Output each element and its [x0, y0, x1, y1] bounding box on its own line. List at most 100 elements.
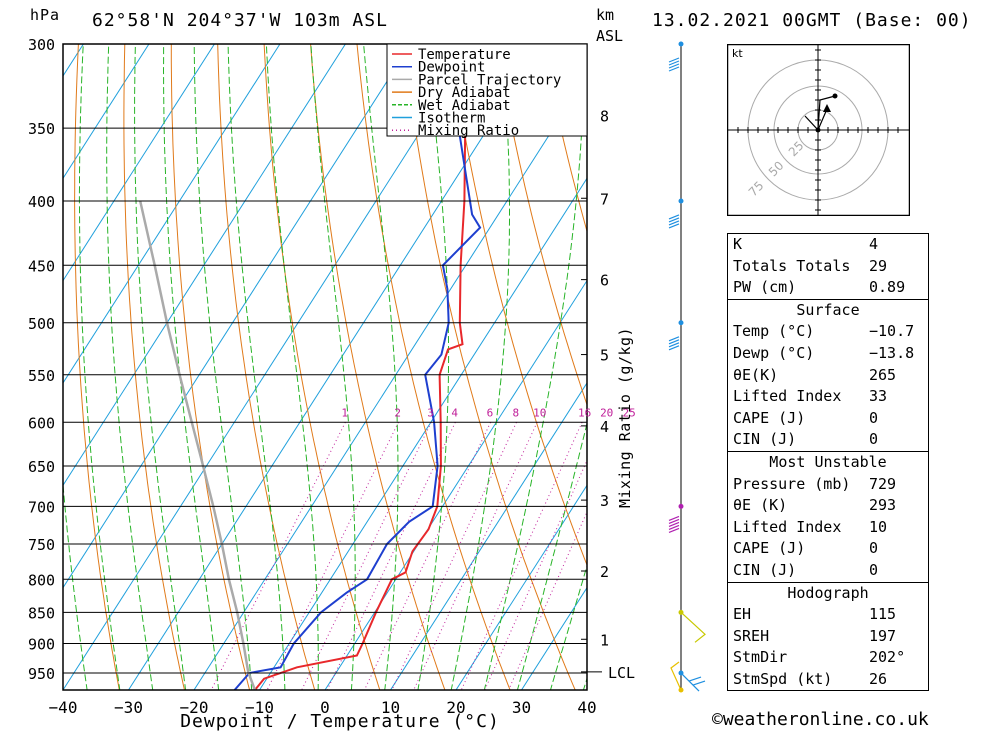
index-value: 10	[869, 517, 888, 536]
index-label: θE(K)	[733, 365, 779, 384]
index-value: −13.8	[869, 343, 915, 362]
isotherm-line	[259, 177, 587, 690]
height-tick-label: 3	[600, 492, 609, 510]
isotherm-line	[63, 44, 215, 282]
mixing-ratio-label: 10	[533, 406, 546, 419]
wet-adiabat	[450, 44, 510, 690]
most-unstable-indices: Most Unstable Pressure (mb) 729 θE (K) 293 L…	[728, 450, 928, 582]
index-value: 197	[869, 626, 897, 645]
index-value: 33	[869, 387, 888, 406]
temperature-line	[254, 44, 467, 690]
x-tick-label: −20	[180, 698, 209, 717]
wind-barb-low	[680, 611, 706, 643]
index-value: 729	[869, 474, 897, 493]
index-label: EH	[733, 605, 752, 624]
wind-barb	[668, 515, 680, 533]
x-tick-label: −40	[49, 698, 78, 717]
mixing-ratio-line	[484, 459, 587, 690]
legend-label: Wet Adiabat	[418, 98, 511, 114]
index-label: Temp (°C)	[733, 322, 815, 341]
mixing-ratio-line	[508, 510, 587, 690]
index-label: Lifted Index	[733, 517, 842, 536]
index-label: SREH	[733, 626, 770, 645]
mixing-ratio-label: 16	[578, 406, 591, 419]
wind-level-marker	[678, 198, 684, 204]
mixing-ratio-label: 4	[451, 406, 458, 419]
index-value: 202°	[869, 648, 906, 667]
x-tick-label: 30	[512, 698, 531, 717]
index-row: StmSpd (kt) 26	[728, 669, 928, 691]
hodograph-trace	[817, 95, 836, 131]
mixing-ratio-label: 6	[487, 406, 494, 419]
surface-title: Surface	[796, 300, 860, 319]
storm-motion-vector	[817, 108, 828, 131]
index-row: θE (K) 293	[728, 495, 928, 517]
hodograph-trace-low	[804, 115, 819, 131]
index-label: Lifted Index	[733, 387, 842, 406]
dry-adiabat	[403, 44, 576, 690]
isotherm-line	[63, 44, 281, 384]
mixing-ratio-label: 20	[600, 406, 613, 419]
index-value: 0	[869, 408, 879, 427]
surface-indices: Surface Temp (°C) −10.7 Dewp (°C) −13.8 θE(K…	[728, 298, 928, 451]
mixing-ratio-line	[326, 422, 456, 690]
dry-adiabat	[449, 44, 587, 567]
hodograph-origin	[815, 127, 821, 133]
most-unstable-title: Most Unstable	[769, 452, 887, 471]
isotherm-line	[63, 44, 150, 180]
index-row: PW (cm) 0.89	[728, 277, 928, 299]
wind-barb	[668, 214, 680, 229]
height-tick-label: 7	[600, 190, 609, 208]
dry-adiabat	[495, 44, 587, 407]
lcl-label: LCL	[608, 664, 635, 682]
storm-motion-arrowhead	[823, 104, 831, 112]
pressure-tick-label: 500	[28, 315, 55, 333]
wind-barb-surface	[670, 661, 682, 691]
legend-label: Isotherm	[418, 111, 485, 127]
index-value: 0.89	[869, 278, 906, 297]
isotherm-line	[128, 44, 543, 690]
x-tick-label: 40	[577, 698, 596, 717]
dry-adiabat	[74, 44, 120, 690]
index-label: CAPE (J)	[733, 539, 806, 558]
pressure-tick-label: 350	[28, 120, 55, 138]
mixing-ratio-label: 8	[512, 406, 519, 419]
datetime-label: 13.02.2021 00GMT (Base: 00)	[652, 10, 972, 31]
index-row: Temp (°C) −10.7	[728, 321, 928, 343]
height-tick-label: 8	[600, 108, 609, 126]
indices-table: K 4 Totals Totals 29 PW (cm) 0.89 Surface Tem…	[727, 233, 929, 692]
pressure-tick-label: 850	[28, 604, 55, 622]
index-label: Dewp (°C)	[733, 343, 815, 362]
index-label: Pressure (mb)	[733, 474, 851, 493]
index-row: Pressure (mb) 729	[728, 474, 928, 496]
index-label: StmSpd (kt)	[733, 669, 833, 688]
index-row: θE(K) 265	[728, 365, 928, 387]
wet-adiabat	[483, 44, 585, 690]
legend-label: Temperature	[418, 47, 511, 63]
hodograph-unit-label: kt	[732, 47, 743, 60]
wet-adiabat	[549, 564, 587, 690]
pressure-tick-label: 300	[28, 36, 55, 54]
wet-adiabat	[162, 44, 220, 690]
dry-adiabat	[961, 44, 1000, 690]
pressure-tick-label: 700	[28, 498, 55, 516]
hodograph-indices: Hodograph EH 115 SREH 197 StmDir 202° StmSpd (…	[728, 581, 928, 691]
pressure-tick-label: 750	[28, 536, 55, 554]
index-row: CAPE (J) 0	[728, 408, 928, 430]
index-label: CAPE (J)	[733, 408, 806, 427]
pressure-tick-label: 600	[28, 414, 55, 432]
wet-adiabat	[78, 44, 121, 690]
mixing-ratio-line	[301, 422, 432, 690]
dry-adiabat	[310, 44, 446, 690]
index-value: 0	[869, 560, 879, 579]
index-value: 265	[869, 365, 897, 384]
x-tick-label: −10	[245, 698, 274, 717]
wet-adiabat	[134, 44, 187, 690]
index-row: Lifted Index 10	[728, 517, 928, 539]
height-tick-label: 5	[600, 347, 609, 365]
index-value: 115	[869, 605, 897, 624]
mixing-ratio-line	[210, 422, 346, 690]
